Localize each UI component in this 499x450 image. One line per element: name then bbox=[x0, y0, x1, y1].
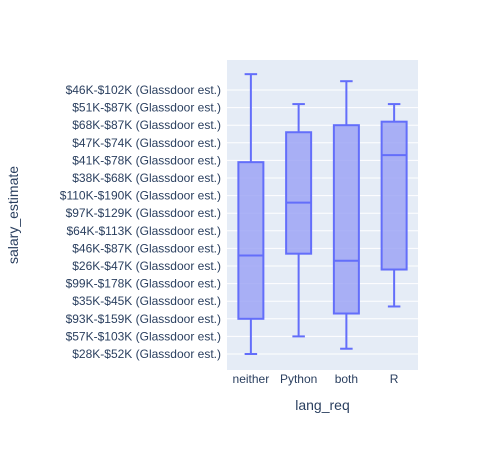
x-axis-tick-labels: neither Python both R bbox=[233, 372, 399, 386]
x-tick-label: both bbox=[335, 372, 358, 386]
box-iqr bbox=[380, 120, 408, 271]
y-axis-title: salary_estimate bbox=[5, 166, 21, 264]
y-axis-tick-labels: $28K-$52K (Glassdoor est.) $57K-$103K (Gl… bbox=[60, 83, 221, 361]
box-R bbox=[380, 103, 408, 308]
x-tick-label: neither bbox=[233, 372, 270, 386]
box-neither bbox=[237, 73, 265, 355]
y-tick-label: $97K-$129K (Glassdoor est.) bbox=[66, 206, 221, 220]
x-axis-title: lang_req bbox=[295, 397, 350, 413]
box-series bbox=[237, 73, 408, 355]
y-tick-label: $46K-$102K (Glassdoor est.) bbox=[66, 83, 221, 97]
y-tick-label: $51K-$87K (Glassdoor est.) bbox=[72, 101, 221, 115]
y-tick-label: $110K-$190K (Glassdoor est.) bbox=[60, 189, 221, 203]
box-both bbox=[332, 80, 360, 350]
y-tick-label: $64K-$113K (Glassdoor est.) bbox=[66, 224, 221, 238]
y-tick-label: $93K-$159K (Glassdoor est.) bbox=[66, 312, 221, 326]
y-tick-label: $26K-$47K (Glassdoor est.) bbox=[72, 259, 221, 273]
y-tick-label: $47K-$74K (Glassdoor est.) bbox=[72, 136, 221, 150]
y-tick-label: $41K-$78K (Glassdoor est.) bbox=[72, 153, 221, 167]
x-tick-label: R bbox=[390, 372, 399, 386]
y-tick-label: $35K-$45K (Glassdoor est.) bbox=[72, 294, 221, 308]
box-iqr bbox=[237, 161, 265, 320]
box-Python bbox=[285, 103, 313, 338]
y-tick-label: $38K-$68K (Glassdoor est.) bbox=[72, 171, 221, 185]
box-iqr bbox=[285, 131, 313, 255]
y-tick-label: $28K-$52K (Glassdoor est.) bbox=[72, 347, 221, 361]
box-iqr bbox=[332, 124, 360, 315]
y-tick-label: $57K-$103K (Glassdoor est.) bbox=[66, 329, 221, 343]
y-tick-label: $68K-$87K (Glassdoor est.) bbox=[72, 118, 221, 132]
x-tick-label: Python bbox=[280, 372, 317, 386]
y-tick-label: $46K-$87K (Glassdoor est.) bbox=[72, 241, 221, 255]
y-tick-label: $99K-$178K (Glassdoor est.) bbox=[66, 277, 221, 291]
